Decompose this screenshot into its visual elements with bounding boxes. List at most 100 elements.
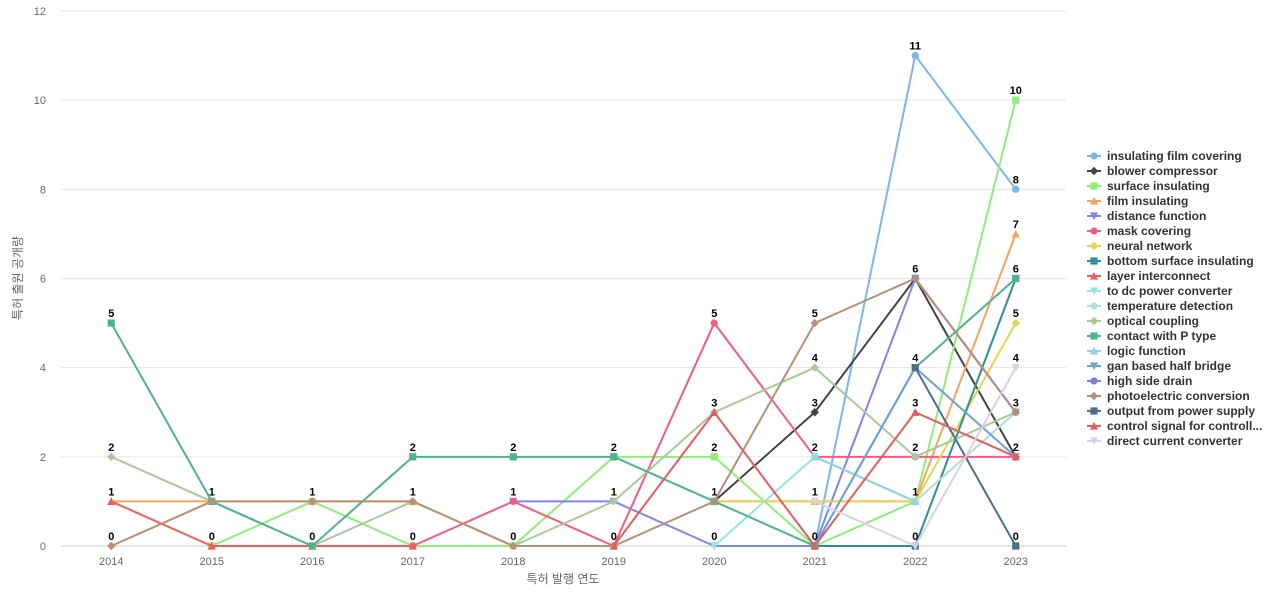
data-point [107, 452, 116, 462]
legend-swatch-marker [1090, 182, 1098, 190]
data-label: 1 [912, 486, 918, 498]
data-label: 1 [611, 486, 617, 498]
legend-swatch-marker [1090, 257, 1098, 265]
data-point [308, 497, 317, 506]
legend-swatch-marker [1089, 437, 1099, 446]
data-label: 1 [812, 486, 818, 498]
data-label: 6 [1013, 264, 1019, 276]
legend-swatch-marker [1089, 271, 1099, 280]
legend-item: control signal for controll... [1087, 419, 1262, 433]
data-label: 2 [912, 442, 918, 454]
data-point [710, 497, 719, 506]
legend-label: film insulating [1107, 194, 1188, 208]
legend-item: contact with P type [1087, 329, 1216, 343]
legend-swatch-marker [1090, 302, 1098, 310]
data-label: 2 [410, 442, 416, 454]
data-label: 1 [410, 486, 416, 498]
legend-swatch-marker [1089, 391, 1099, 401]
legend-item: temperature detection [1087, 299, 1233, 313]
legend-item: film insulating [1087, 194, 1188, 208]
data-point [810, 497, 819, 506]
y-tick-label: 8 [40, 184, 46, 196]
x-axis-title: 특허 발행 연도 [527, 571, 600, 586]
legend-swatch-marker [1089, 346, 1099, 355]
x-tick-label: 2020 [702, 556, 726, 568]
data-label: 3 [912, 397, 918, 409]
series-line [412, 322, 1016, 547]
data-point [609, 541, 618, 550]
data-label: 5 [108, 308, 114, 320]
legend-item: optical coupling [1087, 314, 1199, 328]
x-tick-label: 2022 [903, 556, 927, 568]
legend-label: direct current converter [1107, 434, 1243, 448]
series-line [612, 411, 1017, 547]
legend-item: direct current converter [1087, 434, 1243, 448]
data-label: 2 [510, 442, 516, 454]
legend-swatch-marker [1089, 241, 1099, 251]
data-point [810, 363, 819, 372]
series-layer [107, 51, 1020, 551]
legend-item: neural network [1087, 239, 1193, 253]
data-point [1011, 364, 1020, 372]
x-tick-label: 2019 [602, 556, 626, 568]
legend-label: temperature detection [1107, 299, 1233, 313]
series-line [713, 277, 1017, 503]
data-point [1012, 274, 1020, 283]
data-point [911, 364, 919, 372]
series-16 [107, 274, 1020, 551]
data-point [1011, 318, 1020, 328]
data-label: 1 [711, 486, 717, 498]
data-label: 5 [812, 308, 818, 320]
data-point [207, 497, 216, 506]
data-point [509, 497, 517, 506]
legend-item: insulating film covering [1087, 149, 1242, 163]
x-tick-label: 2021 [803, 556, 827, 568]
series-18 [609, 408, 1020, 550]
data-label: 0 [209, 531, 215, 543]
data-point [107, 497, 116, 506]
legend-label: optical coupling [1107, 314, 1199, 328]
x-tick-label: 2017 [401, 556, 425, 568]
data-label: 2 [108, 442, 114, 454]
legend-label: gan based half bridge [1107, 359, 1231, 373]
y-axis-title: 특허 출원 공개량 [11, 236, 25, 320]
y-tick-label: 12 [34, 6, 46, 18]
data-label: 0 [711, 531, 717, 543]
x-tick-label: 2014 [99, 556, 123, 568]
x-tick-label: 2015 [200, 556, 224, 568]
data-point [207, 541, 216, 550]
y-tick-label: 4 [40, 363, 46, 375]
data-label: 1 [209, 486, 215, 498]
legend-swatch-marker [1090, 227, 1098, 235]
data-label: 3 [1013, 397, 1019, 409]
y-tick-label: 6 [40, 274, 46, 286]
data-point [609, 497, 618, 506]
data-point [1012, 542, 1020, 550]
data-point [107, 319, 115, 327]
legend-label: bottom surface insulating [1107, 254, 1254, 268]
series-line [211, 99, 1017, 547]
data-point [911, 51, 919, 60]
data-label: 0 [912, 531, 918, 543]
legend-swatch-marker [1089, 287, 1099, 296]
data-label: 11 [909, 41, 921, 53]
legend-label: insulating film covering [1107, 149, 1242, 163]
data-label: 6 [912, 264, 918, 276]
data-label: 1 [309, 486, 315, 498]
legend-item: logic function [1087, 344, 1186, 358]
data-point [1012, 96, 1020, 104]
legend-swatch-marker [1089, 421, 1099, 430]
legend-item: mask covering [1087, 224, 1191, 238]
legend-swatch-marker [1090, 332, 1098, 340]
legend-label: surface insulating [1107, 179, 1210, 193]
y-tick-label: 0 [40, 541, 46, 553]
legend-label: control signal for controll... [1107, 419, 1262, 433]
legend-item: distance function [1087, 209, 1206, 223]
data-label: 2 [611, 442, 617, 454]
data-point [408, 497, 417, 506]
legend-swatch-marker [1089, 166, 1099, 176]
legend-item: layer interconnect [1087, 269, 1210, 283]
data-label: 4 [912, 353, 919, 365]
legend-swatch-marker [1089, 316, 1099, 326]
